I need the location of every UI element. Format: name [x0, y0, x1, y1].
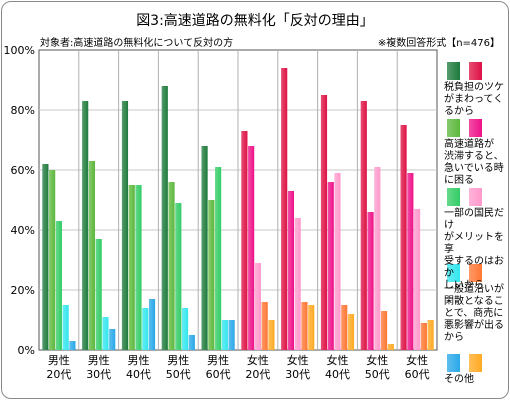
x-tick-label: 40代 [325, 368, 350, 381]
legend-swatch [447, 119, 460, 137]
bar [201, 146, 208, 350]
bar [221, 320, 228, 350]
bar [308, 305, 315, 350]
x-tick-label: 男性 [167, 353, 189, 367]
x-tick-label: 女性 [366, 353, 388, 367]
legend-label: 一部の国民だけ がメリットを享 受するのはおか しいから [444, 208, 504, 291]
y-tick-label: 60% [11, 164, 35, 177]
bar [268, 320, 275, 350]
legend-swatch [469, 62, 482, 80]
bar [427, 320, 434, 350]
bar [294, 218, 301, 350]
legend-swatch [469, 119, 482, 137]
bar [161, 86, 168, 350]
x-tick-label: 女性 [287, 353, 309, 367]
x-tick-label: 40代 [126, 368, 151, 381]
bar [347, 314, 355, 350]
bar [301, 302, 308, 350]
bar [62, 305, 69, 350]
y-tick-label: 20% [11, 284, 35, 297]
bar [95, 239, 102, 350]
bar [175, 203, 182, 350]
bar [407, 173, 414, 350]
bar [82, 101, 89, 350]
x-tick-label: 20代 [46, 368, 71, 381]
bar [135, 185, 142, 350]
bar [420, 323, 427, 350]
x-tick-label: 男性 [88, 353, 110, 367]
bar [400, 125, 407, 350]
x-tick-label: 30代 [285, 368, 310, 381]
bar [121, 101, 129, 350]
bar [261, 302, 268, 350]
bar [414, 209, 421, 350]
bar [374, 167, 381, 350]
y-tick-label: 0% [18, 344, 35, 357]
x-tick-label: 20代 [245, 368, 270, 381]
legend-label: その他 [444, 374, 474, 385]
legend-swatch [447, 188, 460, 206]
legend-swatch [447, 264, 460, 282]
y-tick-label: 40% [11, 224, 35, 237]
legend-swatch [469, 264, 482, 282]
bar [281, 68, 288, 350]
bar [287, 191, 295, 350]
x-tick-label: 50代 [365, 368, 390, 381]
bar [367, 212, 374, 350]
bar [88, 161, 96, 350]
bar [327, 182, 334, 350]
legend-swatch [447, 354, 460, 372]
bar [109, 329, 116, 350]
bar [69, 341, 76, 350]
legend-label: 税負担のツケ がまわってく るから [444, 82, 504, 117]
bar [320, 95, 328, 350]
bar [42, 164, 49, 350]
bar [228, 320, 235, 350]
chart-subtitle: 対象者:高速道路の無料化について反対の方 [40, 38, 234, 49]
bar [128, 185, 135, 350]
bar [188, 335, 195, 350]
bar [215, 167, 222, 350]
bar [102, 317, 109, 350]
bar [49, 170, 56, 350]
x-tick-label: 女性 [247, 353, 269, 367]
bar [254, 263, 261, 350]
x-tick-label: 男性 [48, 353, 70, 367]
x-tick-label: 男性 [207, 353, 229, 367]
chart-title: 図3:高速道路の無料化「反対の理由」 [136, 13, 374, 29]
legend-swatch [469, 188, 482, 206]
y-tick-label: 100% [4, 44, 35, 57]
x-tick-label: 60代 [206, 368, 231, 381]
bar [168, 182, 175, 350]
sample-note: ※複数回答形式【n=476】 [377, 38, 500, 49]
x-tick-label: 30代 [86, 368, 111, 381]
bar [248, 146, 255, 350]
x-tick-label: 男性 [128, 353, 150, 367]
legend-label: 一般道沿いが 閑散となるこ とで、商売に 悪影響が出る から [444, 284, 504, 343]
x-tick-label: 50代 [166, 368, 191, 381]
bar [360, 101, 367, 350]
legend-swatch [447, 62, 460, 80]
bar [341, 305, 348, 350]
bar [387, 344, 394, 350]
bar [380, 311, 388, 350]
bar [55, 221, 62, 350]
x-tick-label: 女性 [406, 353, 428, 367]
bar [241, 131, 248, 350]
y-tick-label: 80% [11, 104, 35, 117]
x-tick-label: 女性 [327, 353, 349, 367]
bar [148, 299, 156, 350]
bar [208, 200, 215, 350]
bar [142, 308, 149, 350]
legend-label: 高速道路が 渋滞すると、 急いでいる時 に困る [444, 139, 504, 186]
legend-swatch [469, 354, 482, 372]
x-tick-label: 60代 [405, 368, 430, 381]
bar [181, 308, 189, 350]
bar [334, 173, 341, 350]
